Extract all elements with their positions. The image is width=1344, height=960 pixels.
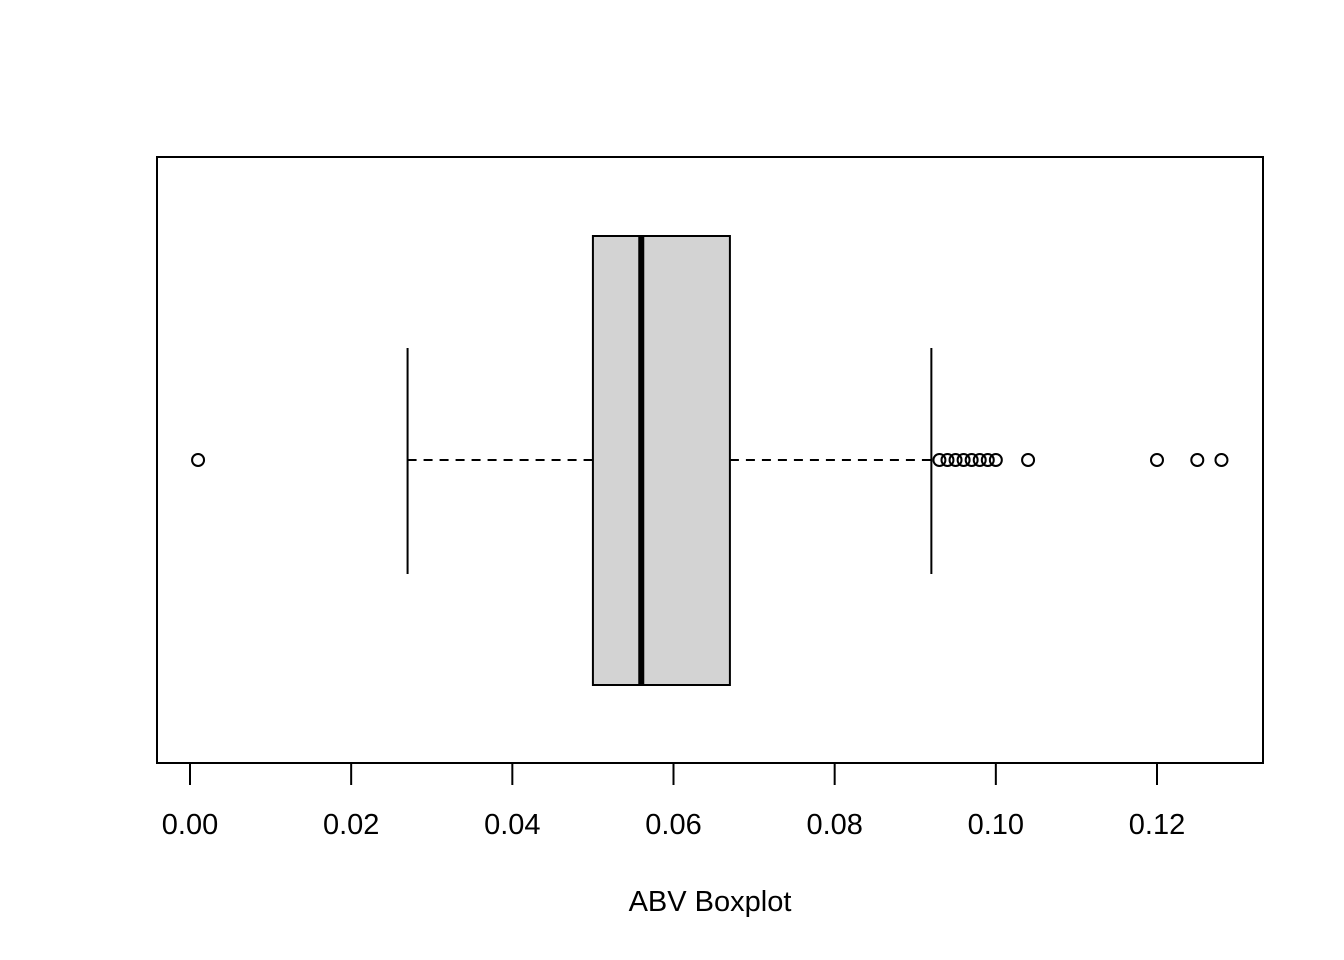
iqr-box (591, 235, 731, 686)
outlier-point (956, 453, 971, 467)
x-tick-label: 0.06 (645, 809, 701, 841)
x-tick-label: 0.04 (484, 809, 540, 841)
outlier-point (948, 453, 963, 467)
outliers-group (191, 453, 1229, 467)
x-axis-title: ABV Boxplot (629, 886, 792, 918)
x-tick-label: 0.02 (323, 809, 379, 841)
outlier-point (980, 453, 995, 467)
outlier-point (191, 453, 206, 467)
x-tick-label: 0.08 (806, 809, 862, 841)
outlier-point (972, 453, 987, 467)
outlier-point (940, 453, 955, 467)
x-tick-label: 0.12 (1129, 809, 1185, 841)
outlier-point (964, 453, 979, 467)
outlier-point (1190, 453, 1205, 467)
x-axis: 0.00 0.02 0.04 0.06 0.08 0.10 0.12 (162, 762, 1185, 841)
outlier-point (988, 453, 1003, 467)
outlier-point (1150, 453, 1164, 467)
outlier-point (1214, 453, 1229, 467)
outlier-point (1021, 453, 1036, 467)
outlier-point (932, 453, 947, 467)
boxplot-group (406, 235, 933, 686)
x-tick-label: 0.00 (162, 809, 218, 841)
x-tick-label: 0.10 (968, 809, 1024, 841)
